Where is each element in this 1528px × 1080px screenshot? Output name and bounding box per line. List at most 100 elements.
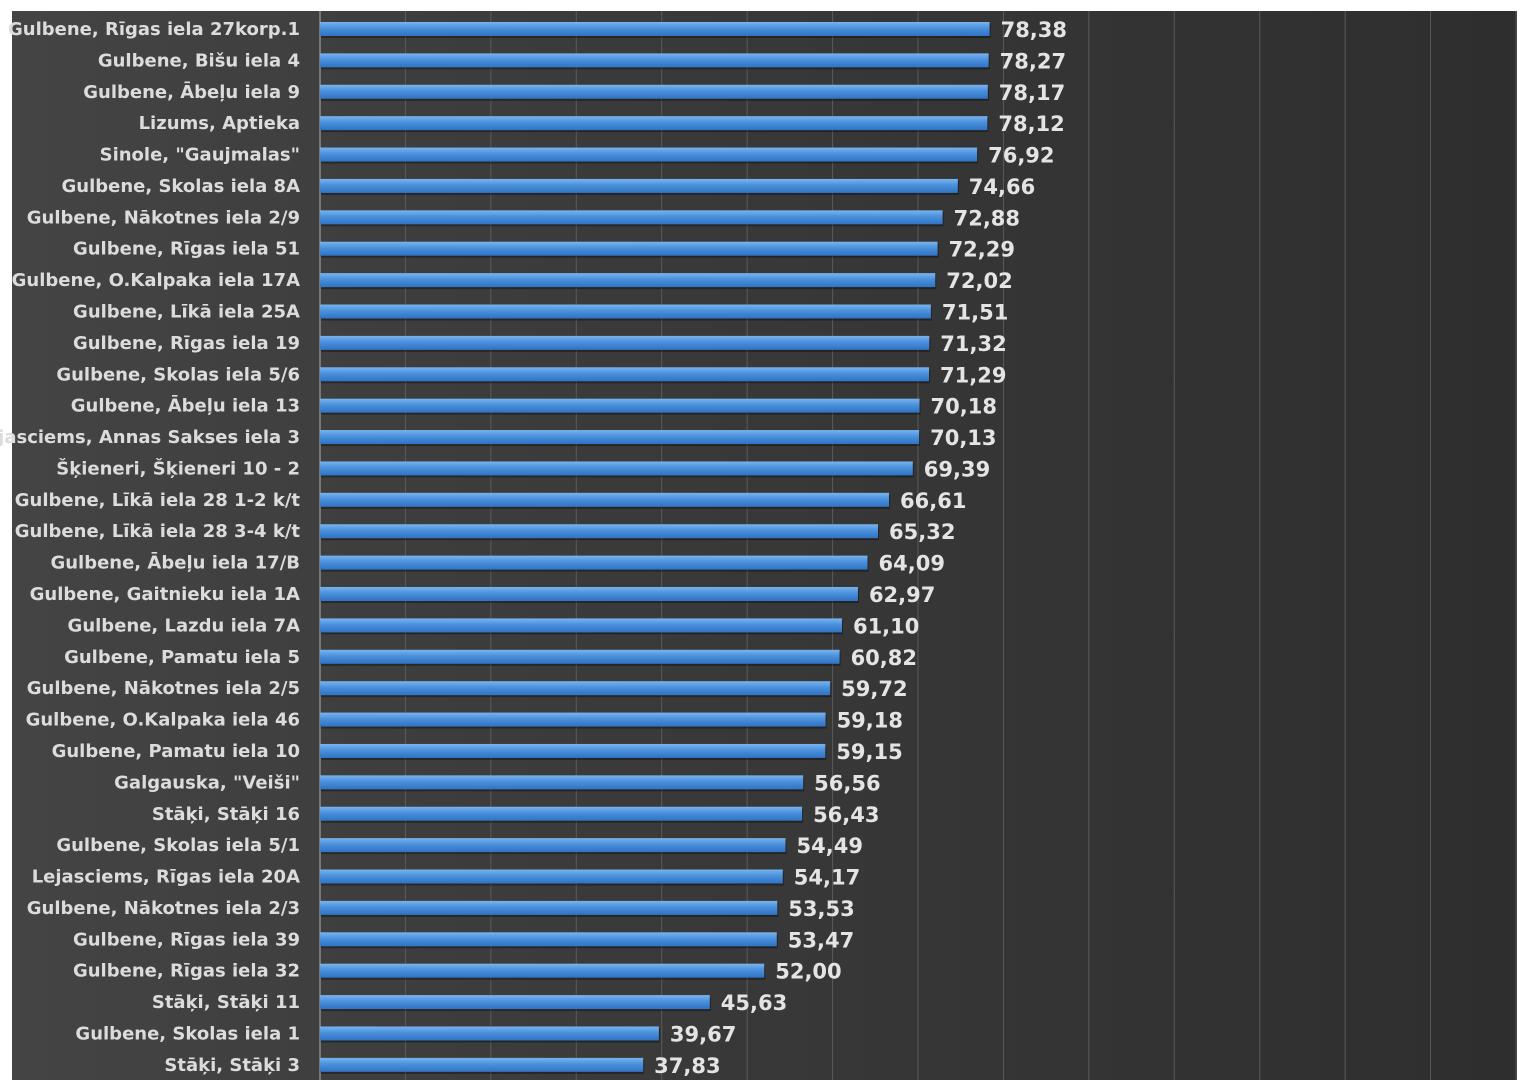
- data-label: 78,12: [998, 112, 1064, 136]
- category-label: Gulbene, Pamatu iela 10: [52, 741, 300, 762]
- data-label: 64,09: [879, 552, 945, 576]
- category-label: Gulbene, Nākotnes iela 2/5: [27, 678, 300, 699]
- category-label: Gulbene, Līkā iela 28 1-2 k/t: [15, 490, 301, 511]
- bar: [320, 587, 858, 602]
- category-label: Gulbene, Līkā iela 25A: [73, 302, 300, 323]
- bar: [320, 241, 938, 256]
- bar: [320, 335, 930, 350]
- value-labels: 78,38 78,27 78,17 78,12 76,92 74,66 72,88 72,29…: [654, 18, 1067, 1078]
- data-label: 61,10: [853, 614, 919, 638]
- bar: [320, 995, 710, 1010]
- category-labels: Gulbene, Rīgas iela 27korp.1 Gulbene, Biš…: [0, 19, 300, 1076]
- data-label: 72,02: [946, 269, 1012, 293]
- category-label: Galgauska, "Veiši": [114, 772, 300, 793]
- bar: [320, 743, 826, 758]
- bar: [320, 461, 913, 476]
- data-label: 54,17: [794, 866, 860, 890]
- category-label: Gulbene, Rīgas iela 39: [73, 929, 300, 950]
- bar: [320, 869, 783, 884]
- data-label: 70,13: [930, 426, 996, 450]
- bar: [320, 712, 826, 727]
- data-label: 76,92: [988, 144, 1054, 168]
- bar: [320, 806, 803, 821]
- data-label: 70,18: [931, 395, 997, 419]
- bar: [320, 524, 879, 539]
- bar: [320, 1026, 659, 1041]
- bar: [320, 649, 840, 664]
- category-label: Gulbene, Nākotnes iela 2/9: [27, 207, 300, 228]
- category-label: Gulbene, O.Kalpaka iela 46: [26, 710, 300, 731]
- category-label: Stāķi, Stāķi 3: [164, 1055, 300, 1076]
- data-label: 69,39: [924, 457, 990, 481]
- bar: [320, 398, 920, 413]
- bar: [320, 147, 978, 162]
- category-label: Gulbene, O.Kalpaka iela 17A: [12, 270, 300, 291]
- bar: [320, 492, 890, 507]
- data-label: 56,56: [814, 771, 880, 795]
- data-label: 53,47: [788, 928, 854, 952]
- bar: [320, 273, 936, 288]
- data-label: 54,49: [797, 834, 863, 858]
- bars: [320, 22, 991, 1074]
- data-label: 60,82: [851, 646, 917, 670]
- category-label: Lejasciems, Rīgas iela 20A: [32, 867, 300, 888]
- gridlines: [319, 11, 1517, 1080]
- bar: [320, 210, 943, 225]
- bar: [320, 618, 842, 633]
- category-label: Gulbene, Skolas iela 5/6: [56, 364, 300, 385]
- data-label: 78,38: [1001, 18, 1067, 42]
- data-label: 71,51: [942, 301, 1008, 325]
- category-label: Stāķi, Stāķi 11: [152, 992, 300, 1013]
- bar: [320, 681, 831, 696]
- bar: [320, 932, 777, 947]
- category-label: Gulbene, Rīgas iela 19: [73, 333, 300, 354]
- category-label: Gulbene, Skolas iela 5/1: [56, 835, 300, 856]
- data-label: 53,53: [788, 897, 854, 921]
- category-label: Gulbene, Bišu iela 4: [98, 50, 300, 71]
- category-label: Gulbene, Skolas iela 8A: [61, 176, 300, 197]
- data-label: 39,67: [670, 1022, 736, 1046]
- data-label: 71,32: [940, 332, 1006, 356]
- data-label: 59,15: [836, 740, 902, 764]
- bar: [320, 84, 988, 99]
- data-label: 65,32: [889, 520, 955, 544]
- category-label: Gulbene, Gaitnieku iela 1A: [30, 584, 300, 605]
- category-label: Lejasciems, Annas Sakses iela 3: [0, 427, 300, 448]
- data-label: 72,29: [949, 238, 1015, 262]
- data-label: 59,72: [841, 677, 907, 701]
- data-label: 78,17: [999, 81, 1065, 105]
- bar: [320, 178, 958, 193]
- category-label: Šķieneri, Šķieneri 10 - 2: [56, 457, 300, 479]
- category-label: Gulbene, Rīgas iela 27korp.1: [8, 19, 300, 40]
- category-label: Lizums, Aptieka: [139, 113, 300, 134]
- category-label: Gulbene, Pamatu iela 5: [64, 647, 300, 668]
- category-label: Gulbene, Rīgas iela 32: [73, 961, 300, 982]
- bar: [320, 304, 931, 319]
- category-label: Gulbene, Nākotnes iela 2/3: [27, 898, 300, 919]
- bar: [320, 838, 786, 853]
- bar: [320, 1057, 644, 1072]
- category-label: Gulbene, Skolas iela 1: [75, 1023, 300, 1044]
- category-label: Gulbene, Ābeļu iela 9: [83, 82, 300, 103]
- bar: [320, 367, 930, 382]
- category-label: Gulbene, Līkā iela 28 3-4 k/t: [15, 521, 301, 542]
- bar: [320, 963, 765, 978]
- data-label: 71,29: [940, 363, 1006, 387]
- bar: [320, 900, 778, 915]
- bar: [320, 775, 804, 790]
- bar: [320, 555, 868, 570]
- data-label: 72,88: [954, 206, 1020, 230]
- data-label: 74,66: [969, 175, 1035, 199]
- data-label: 66,61: [900, 489, 966, 513]
- data-label: 59,18: [837, 709, 903, 733]
- data-label: 45,63: [721, 991, 787, 1015]
- category-label: Gulbene, Lazdu iela 7A: [68, 615, 301, 636]
- bar: [320, 53, 989, 68]
- category-label: Sinole, "Gaujmalas": [100, 145, 300, 166]
- category-label: Stāķi, Stāķi 16: [152, 804, 300, 825]
- data-label: 78,27: [1000, 49, 1066, 73]
- data-label: 56,43: [813, 803, 879, 827]
- data-label: 52,00: [775, 960, 841, 984]
- category-label: Gulbene, Ābeļu iela 17/B: [50, 553, 300, 574]
